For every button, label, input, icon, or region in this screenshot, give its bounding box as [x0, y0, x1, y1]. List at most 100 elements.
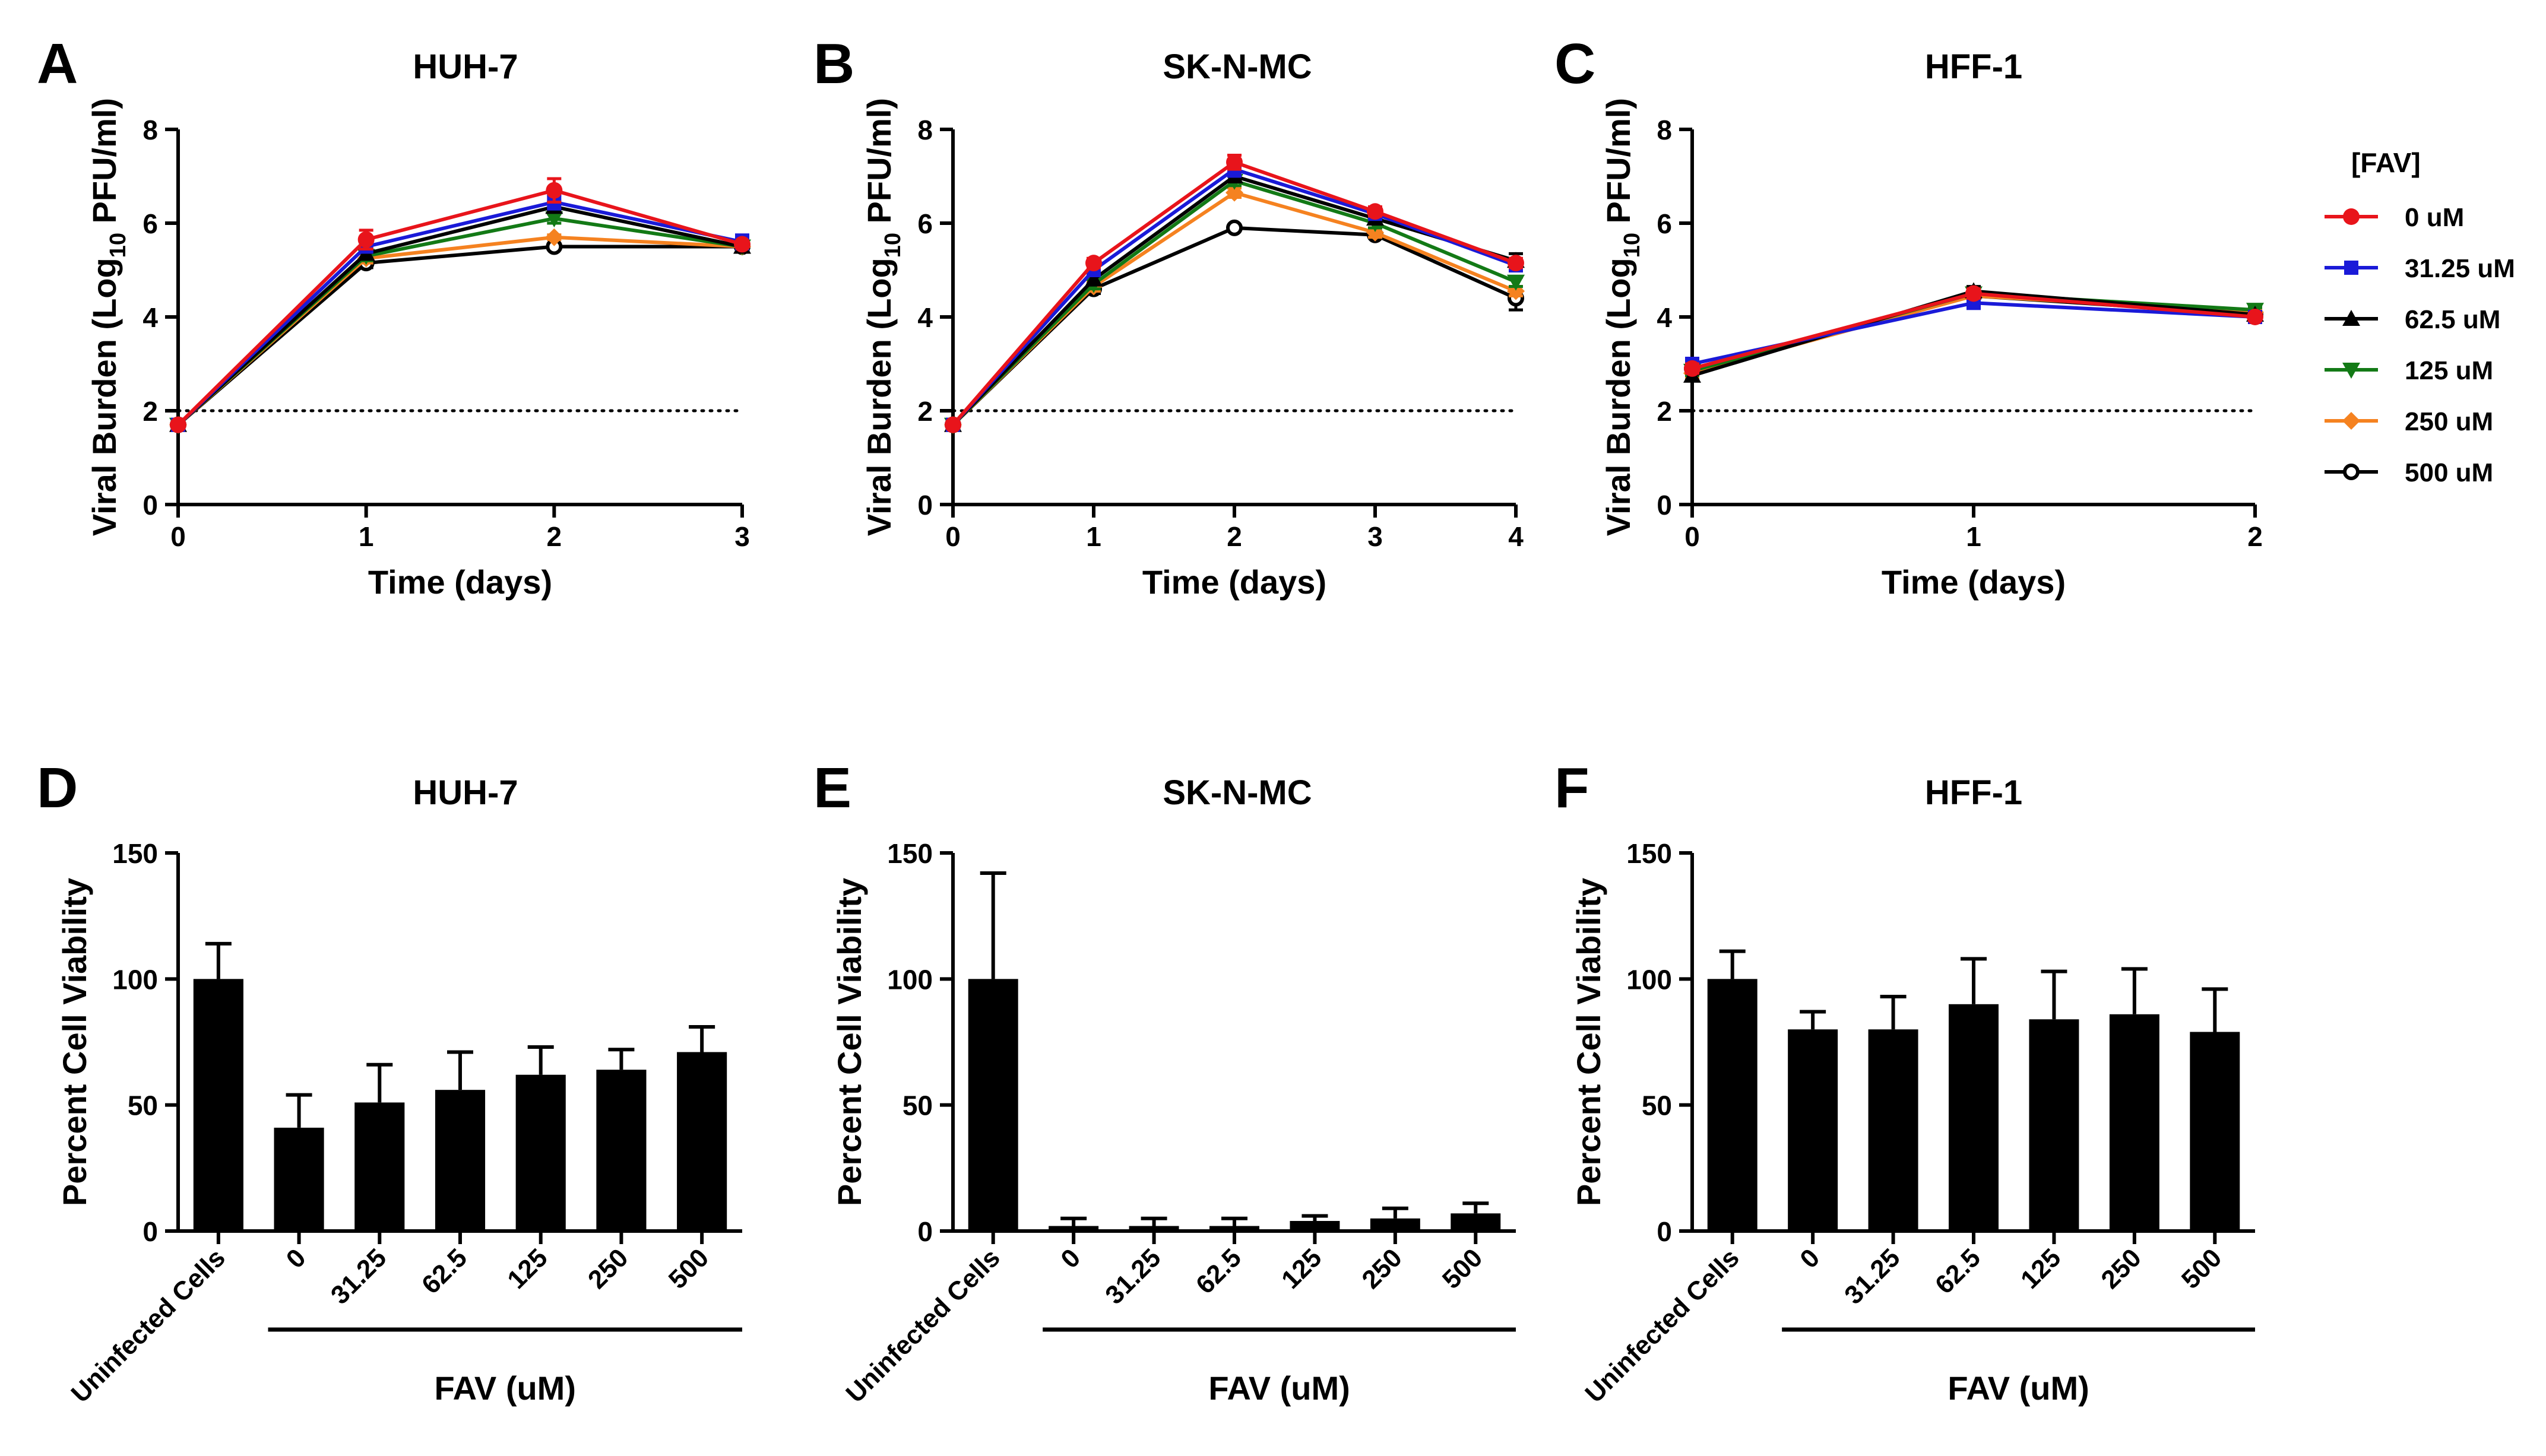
- bar: [1290, 1221, 1340, 1231]
- legend-title: [FAV]: [2351, 147, 2421, 178]
- y-tick-label: 0: [1657, 1216, 1672, 1247]
- x-tick-label: 125: [1276, 1243, 1328, 1295]
- y-tick-label: 8: [917, 115, 933, 145]
- data-point: [1226, 183, 1243, 202]
- y-tick-label: 0: [1657, 490, 1672, 521]
- legend-entry: 0 uM: [2325, 203, 2464, 232]
- chart-title: HUH-7: [413, 47, 518, 86]
- data-point: [1507, 274, 1525, 291]
- legend-entry: 31.25 uM: [2325, 254, 2515, 283]
- data-point: [1965, 285, 1982, 302]
- x-tick-label: 250: [1356, 1243, 1408, 1295]
- y-tick-label: 6: [1657, 208, 1672, 239]
- x-tick-label: 3: [734, 521, 750, 552]
- x-tick-label: 1: [1966, 521, 1981, 552]
- legend-label: 500 uM: [2405, 458, 2493, 487]
- data-point: [545, 228, 563, 246]
- panel-letter: E: [813, 756, 851, 820]
- legend-marker: [2344, 261, 2358, 275]
- data-point: [1085, 270, 1103, 287]
- series-0-um: [170, 177, 750, 433]
- series-line: [951, 179, 1517, 426]
- y-axis-label-subscript: 10: [106, 233, 131, 258]
- series-62-5-um: [944, 167, 1525, 432]
- data-point: [1684, 360, 1700, 377]
- y-axis-label-subscript: 10: [1620, 233, 1645, 258]
- bar: [1788, 1029, 1838, 1231]
- chart-title: SK-N-MC: [1163, 773, 1312, 812]
- bar: [2029, 1019, 2079, 1231]
- y-tick-label: 0: [917, 1216, 933, 1247]
- bar: [274, 1127, 324, 1231]
- y-tick-label: 2: [917, 396, 933, 427]
- series-0-um: [1684, 285, 2263, 377]
- legend-label: 0 uM: [2405, 203, 2464, 232]
- panel-letter: B: [813, 32, 854, 96]
- series-line: [951, 160, 1517, 426]
- y-axis-label-unit: PFU/ml): [86, 98, 123, 233]
- series-31-25-um: [946, 160, 1523, 432]
- y-tick-label: 4: [917, 302, 933, 333]
- x-tick-label: 0: [170, 521, 186, 552]
- bar: [1868, 1029, 1918, 1231]
- data-point: [170, 416, 186, 433]
- y-tick-label: 100: [1626, 964, 1672, 995]
- bar: [677, 1052, 727, 1231]
- bar: [2109, 1014, 2159, 1231]
- series-500-um: [945, 219, 1524, 433]
- bar: [1949, 1004, 1999, 1231]
- legend-marker: [2343, 208, 2360, 225]
- y-tick-label: 2: [142, 396, 158, 427]
- y-axis-label-main: Viral Burden (Log: [860, 258, 898, 536]
- y-tick-label: 0: [142, 1216, 158, 1247]
- series-line: [176, 200, 743, 426]
- bar: [1049, 1226, 1099, 1231]
- data-point: [2247, 309, 2263, 325]
- series-62-5-um: [169, 198, 751, 432]
- y-tick-label: 0: [142, 490, 158, 521]
- legend-marker: [2342, 412, 2360, 430]
- data-point: [1367, 203, 1383, 220]
- x-axis-label: Time (days): [1142, 563, 1326, 601]
- legend-label: 31.25 uM: [2405, 254, 2515, 283]
- data-point: [546, 182, 563, 199]
- y-tick-label: 8: [1657, 115, 1672, 145]
- data-point: [1226, 219, 1243, 236]
- y-tick-label: 6: [142, 208, 158, 239]
- y-tick-label: 100: [112, 964, 158, 995]
- group-label: FAV (uM): [1208, 1369, 1350, 1407]
- legend-label: 62.5 uM: [2405, 305, 2500, 334]
- y-axis-label-main: Viral Burden (Log: [86, 258, 123, 536]
- series-line: [951, 167, 1517, 426]
- legend-marker: [2343, 464, 2360, 480]
- data-point: [1508, 255, 1524, 272]
- x-tick-label: Uninfected Cells: [66, 1243, 231, 1408]
- data-point: [1085, 255, 1102, 272]
- x-tick-label: 0: [281, 1243, 312, 1274]
- series-125-um: [944, 173, 1525, 434]
- data-point: [1226, 154, 1243, 171]
- series-line: [177, 235, 743, 426]
- chart-title: HFF-1: [1925, 773, 2022, 812]
- x-tick-label: 125: [502, 1243, 553, 1295]
- series-line: [951, 174, 1516, 426]
- y-axis-label-main: Viral Burden (Log: [1600, 258, 1637, 536]
- panel-letter: C: [1554, 32, 1595, 96]
- series-line: [1692, 301, 2256, 366]
- panel-letter: D: [37, 756, 78, 820]
- panel-letter: F: [1554, 756, 1589, 820]
- y-tick-label: 100: [887, 964, 933, 995]
- x-tick-label: Uninfected Cells: [1579, 1243, 1744, 1408]
- y-axis-label: Percent Cell Viability: [56, 878, 93, 1206]
- y-tick-label: 6: [917, 208, 933, 239]
- y-tick-label: 4: [1657, 302, 1672, 333]
- group-label: FAV (uM): [435, 1369, 576, 1407]
- y-axis-label: Viral Burden (Log10 PFU/ml): [1600, 98, 1645, 536]
- x-tick-label: 0: [1684, 521, 1700, 552]
- x-tick-label: 62.5: [416, 1243, 473, 1299]
- legend-entry: 250 uM: [2325, 407, 2493, 436]
- y-tick-label: 50: [902, 1090, 933, 1121]
- data-point: [945, 416, 961, 433]
- bar: [1129, 1226, 1179, 1231]
